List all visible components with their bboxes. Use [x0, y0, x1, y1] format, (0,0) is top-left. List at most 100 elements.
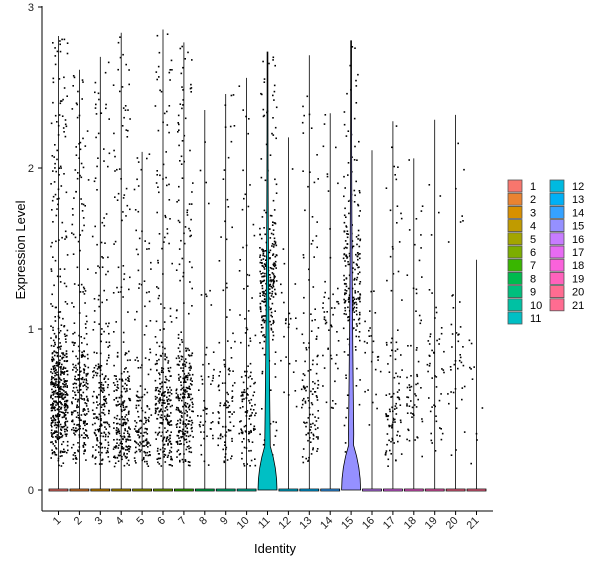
data-point [180, 72, 183, 75]
data-point [452, 307, 455, 309]
data-point [388, 408, 391, 411]
data-point [307, 417, 310, 419]
data-point [274, 260, 277, 263]
data-point [253, 382, 255, 385]
violin-body [153, 488, 173, 492]
data-point [180, 331, 182, 333]
data-point [252, 427, 255, 430]
data-point [305, 348, 308, 351]
data-point [359, 210, 361, 212]
data-point [310, 402, 313, 404]
data-point [205, 353, 207, 356]
data-point [420, 210, 423, 212]
data-point [63, 268, 66, 270]
data-point [358, 297, 361, 300]
data-point [138, 444, 141, 447]
data-point [75, 382, 77, 385]
data-point [302, 254, 305, 256]
data-point [228, 404, 231, 407]
data-point [177, 443, 179, 445]
data-point [84, 365, 87, 368]
data-point [406, 403, 408, 405]
data-point [60, 406, 63, 409]
data-point [54, 386, 57, 389]
data-point [205, 408, 207, 410]
data-point [102, 257, 104, 259]
data-point [367, 389, 369, 391]
data-point [77, 417, 80, 419]
data-point [103, 377, 106, 379]
data-point [155, 402, 158, 405]
data-point [359, 313, 361, 316]
data-point [303, 374, 306, 377]
data-point [62, 393, 65, 396]
data-point [56, 371, 58, 374]
data-point [59, 423, 62, 426]
data-point [96, 416, 99, 419]
data-point [59, 43, 61, 46]
data-point [116, 427, 118, 429]
data-point [418, 314, 421, 317]
data-point [261, 285, 264, 287]
data-point [358, 140, 360, 143]
points-4 [112, 36, 132, 468]
data-point [218, 412, 220, 414]
data-point [53, 365, 56, 367]
violin-body [299, 488, 320, 492]
data-point [270, 279, 273, 281]
data-point [332, 313, 334, 316]
data-point [149, 320, 152, 322]
data-point [357, 238, 359, 240]
data-point [74, 429, 77, 432]
data-point [265, 259, 267, 261]
data-point [185, 361, 188, 364]
data-point [134, 318, 136, 321]
data-point [71, 428, 73, 431]
data-point [149, 351, 152, 354]
data-point [125, 440, 127, 443]
data-point [232, 332, 234, 335]
data-point [77, 450, 80, 453]
data-point [73, 366, 75, 369]
data-point [322, 307, 324, 309]
data-point [86, 343, 88, 346]
data-point [59, 342, 61, 344]
data-point [147, 419, 149, 421]
data-point [79, 383, 82, 386]
data-point [251, 405, 253, 407]
data-point [72, 386, 75, 389]
data-point [208, 202, 210, 205]
data-point [272, 253, 275, 255]
data-point [54, 162, 56, 165]
data-point [418, 259, 421, 262]
data-point [133, 428, 136, 430]
data-point [274, 376, 277, 378]
data-point [57, 203, 59, 206]
data-point [270, 285, 273, 288]
data-point [342, 257, 345, 260]
data-point [79, 249, 81, 252]
data-point [144, 411, 147, 414]
data-point [100, 365, 103, 367]
data-point [51, 403, 53, 406]
data-point [158, 377, 161, 380]
data-point [389, 255, 392, 258]
data-point [159, 382, 161, 385]
data-point [481, 407, 484, 409]
data-point [199, 169, 202, 172]
data-point [134, 440, 136, 442]
data-point [177, 114, 180, 117]
data-point [124, 390, 127, 393]
data-point [54, 55, 57, 57]
data-point [262, 272, 264, 274]
data-point [386, 279, 388, 282]
data-point [59, 392, 62, 395]
data-point [66, 373, 69, 376]
data-point [224, 456, 226, 458]
data-point [178, 248, 181, 250]
data-point [249, 184, 251, 186]
data-point [324, 291, 326, 294]
data-point [177, 407, 179, 409]
data-point [164, 375, 167, 378]
data-point [79, 427, 81, 430]
